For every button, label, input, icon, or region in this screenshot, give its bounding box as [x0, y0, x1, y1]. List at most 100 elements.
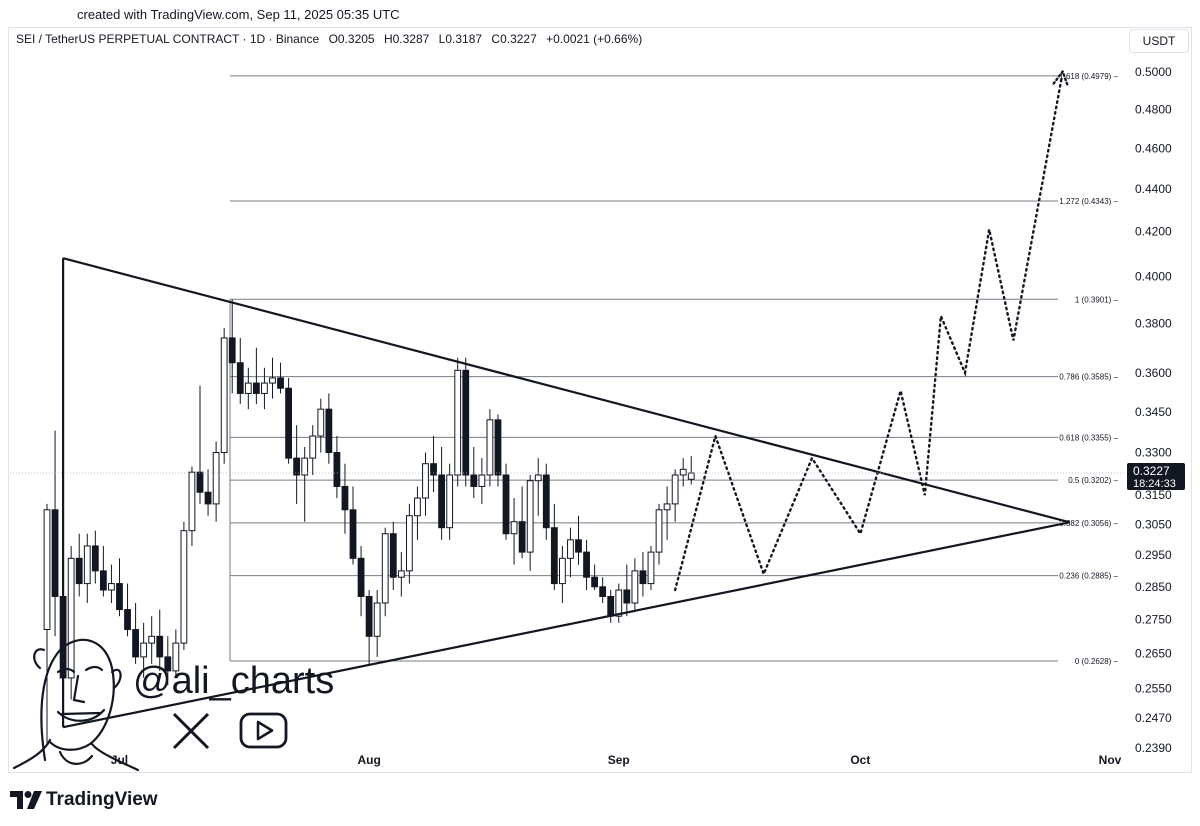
price-tick-label: 0.4200 [1135, 225, 1172, 239]
candle [526, 475, 534, 571]
candle-body-up [180, 530, 188, 644]
candle [220, 328, 228, 464]
price-tick-label: 0.3600 [1135, 366, 1172, 380]
candle-body-up [244, 382, 252, 394]
candle [317, 398, 325, 453]
candle-body-up [655, 509, 663, 553]
candle-body-up [148, 635, 156, 644]
candle [75, 533, 83, 597]
candle [663, 486, 671, 540]
candle [478, 458, 486, 504]
candle [607, 590, 615, 623]
candle-body-up [220, 337, 228, 454]
last-price-badge [1127, 463, 1185, 491]
tradingview-logo[interactable]: TradingView [10, 788, 158, 812]
candle-body-down [333, 452, 341, 487]
triangle-upper-line[interactable] [62, 257, 1070, 524]
candle [196, 385, 204, 504]
candle [462, 357, 470, 487]
candle [647, 545, 655, 591]
triangle-lower-line[interactable] [62, 521, 1070, 729]
candle-body-up [269, 377, 276, 384]
candle [204, 469, 212, 516]
candle [510, 498, 518, 565]
candle-body-up [510, 521, 518, 535]
candle-body-down [575, 539, 582, 553]
time-axis: Jul Aug Sep Oct Nov [111, 753, 1122, 767]
last-price-value: 0.3227 [1133, 464, 1170, 478]
projection-arrowhead [1052, 69, 1069, 87]
candle [381, 527, 389, 617]
price-tick-label: 0.2390 [1135, 741, 1172, 755]
candle-body-down [430, 463, 437, 476]
candle-body-up [687, 472, 695, 480]
currency-button[interactable]: USDT [1129, 29, 1189, 53]
candle [51, 430, 59, 637]
candle-body-down [341, 485, 349, 511]
price-tick-label: 0.3800 [1135, 316, 1172, 330]
candle [124, 583, 131, 637]
candle [534, 458, 542, 516]
candle [454, 357, 462, 487]
time-tick-label: Sep [608, 753, 630, 767]
candle-body-down [542, 474, 550, 529]
candle [188, 466, 196, 546]
candle-body-up [422, 463, 429, 499]
candle-body-down [204, 491, 212, 505]
candle [43, 503, 51, 745]
candle [341, 463, 349, 534]
legend-high: H0.3287 [383, 32, 430, 46]
candle-body-down [277, 377, 284, 389]
candle-body-up [454, 369, 462, 476]
candle [542, 463, 550, 540]
price-tick-label: 0.5000 [1135, 65, 1172, 79]
candle [373, 590, 381, 657]
candle-body-up [67, 557, 75, 679]
candle-body-up [405, 515, 413, 572]
candle [293, 425, 301, 504]
price-tick-label: 0.4400 [1135, 182, 1172, 196]
candle [575, 515, 582, 565]
candle [405, 503, 413, 584]
time-tick-label: Nov [1099, 753, 1122, 767]
candle-body-down [599, 586, 607, 597]
candle [550, 503, 558, 591]
legend-change: +0.0021 (+0.66%) [546, 32, 643, 46]
candle-body-up [615, 589, 623, 617]
projection-path[interactable] [673, 76, 1063, 592]
candle-body-down [494, 419, 502, 476]
chart-frame [8, 27, 1192, 773]
fib-label: 0.236 (0.2885) – [1059, 572, 1118, 581]
fib-label: 0 (0.2628) – [1075, 657, 1119, 666]
candle-body-up [212, 452, 220, 505]
candle [244, 367, 252, 410]
candle [301, 446, 309, 522]
candle [438, 446, 445, 540]
candle-body-up [647, 551, 655, 585]
candle-body-up [486, 419, 494, 476]
candle [518, 486, 526, 559]
candle-body-up [261, 382, 268, 394]
candle [269, 357, 276, 399]
price-tick-label: 0.3150 [1135, 488, 1172, 502]
candle-body-down [389, 533, 397, 578]
candle [671, 469, 679, 522]
candle-body-down [285, 387, 292, 459]
candle-body-up [381, 533, 389, 604]
candle [414, 486, 421, 540]
candle-body-up [140, 642, 148, 658]
candle [389, 521, 397, 591]
candle [349, 486, 357, 565]
candle [486, 409, 494, 487]
fib-label: 0.618 (0.3355) – [1059, 433, 1118, 442]
candle-body-up [534, 474, 542, 482]
candle-body-down [583, 551, 590, 578]
candle-body-down [236, 362, 244, 394]
candle-body-up [301, 457, 309, 476]
candle [116, 558, 123, 617]
candle [623, 564, 631, 617]
youtube-icon [239, 712, 288, 749]
symbol-name[interactable]: SEI / TetherUS PERPETUAL CONTRACT · 1D ·… [16, 32, 320, 46]
candle-body-up [414, 497, 421, 517]
